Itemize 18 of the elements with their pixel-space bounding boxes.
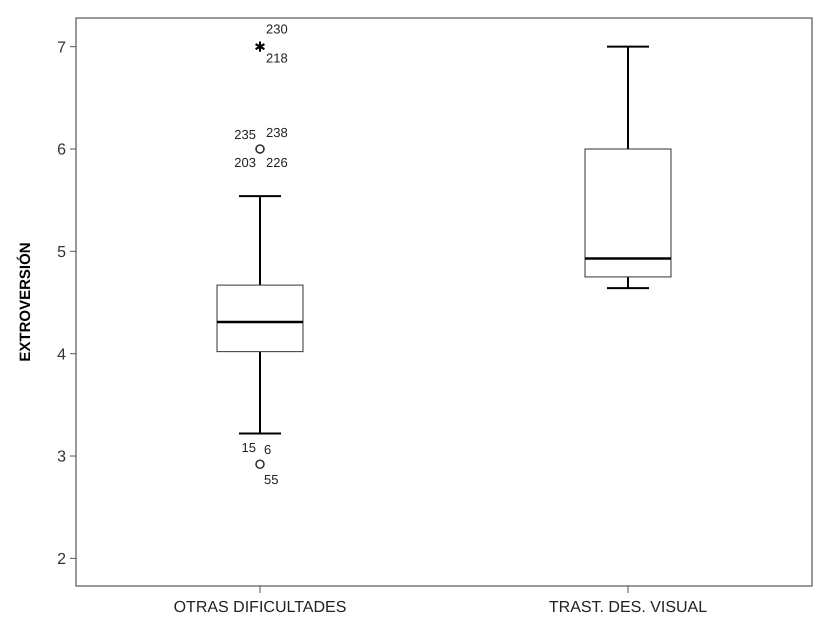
y-tick-label: 3 bbox=[57, 448, 66, 466]
y-tick-label: 4 bbox=[57, 346, 66, 364]
y-tick-label: 5 bbox=[57, 244, 66, 261]
annotation: 6 bbox=[264, 442, 272, 458]
annotation: 226 bbox=[266, 155, 288, 170]
annotation: 230 bbox=[266, 22, 288, 37]
annotation: 238 bbox=[266, 125, 288, 140]
x-tick-label: TRAST. DES. VISUAL bbox=[548, 599, 708, 616]
y-tick-label: 7 bbox=[57, 39, 66, 56]
y-tick-label: 6 bbox=[57, 142, 66, 159]
annotation: 203 bbox=[234, 155, 256, 170]
annotation: 55 bbox=[264, 472, 278, 488]
annotation: 235 bbox=[234, 127, 256, 142]
annotation: 218 bbox=[266, 50, 288, 66]
x-tick-label: OTRAS DIFICULTADES bbox=[174, 599, 346, 616]
y-tick-label: 2 bbox=[57, 550, 66, 568]
annotation: 15 bbox=[242, 440, 256, 456]
y-axis-title: EXTROVERSIÓN bbox=[16, 242, 34, 362]
